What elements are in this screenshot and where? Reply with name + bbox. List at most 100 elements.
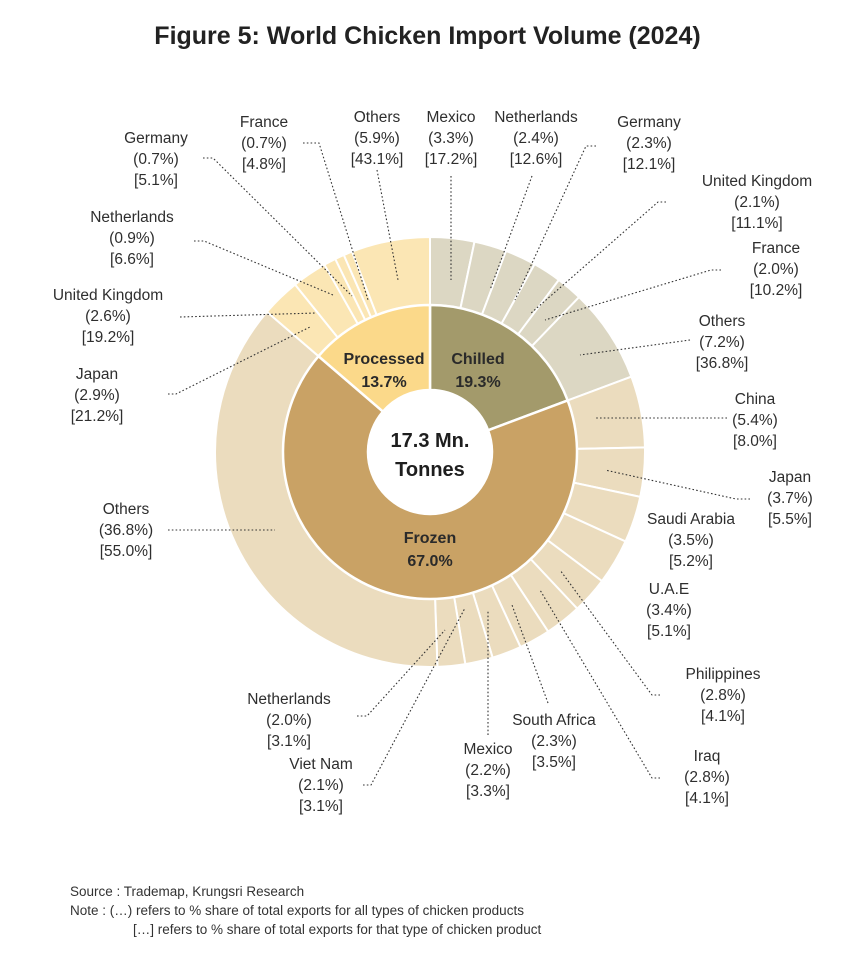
note-line-2: […] refers to % share of total exports f…: [133, 922, 542, 937]
label-frozen-mexico-total-share: (2.2%): [465, 762, 511, 779]
center-hole: [368, 390, 492, 514]
label-group-processed-united-kingdom: United Kingdom (2.6%) [19.2%]: [53, 287, 163, 346]
label-group-frozen-japan: Japan (3.7%) [5.5%]: [767, 469, 813, 528]
label-processed-others-name: Others: [354, 109, 401, 126]
label-frozen-u-a-e-name: U.A.E: [649, 581, 689, 598]
label-frozen-netherlands-type-share: [3.1%]: [267, 733, 311, 750]
sunburst-chart: 17.3 Mn. Tonnes Chilled 19.3% Frozen 67.0% P…: [53, 109, 813, 815]
label-chilled-germany-name: Germany: [617, 114, 681, 131]
label-processed-others-total-share: (5.9%): [354, 130, 400, 147]
label-processed-france-type-share: [4.8%]: [242, 156, 286, 173]
label-group-processed-others: Others (5.9%) [43.1%]: [351, 109, 404, 168]
label-chilled-others-type-share: [36.8%]: [696, 355, 749, 372]
label-group-processed-germany: Germany (0.7%) [5.1%]: [124, 130, 188, 189]
inner-value-chilled: 19.3%: [455, 374, 500, 391]
note-line-1: Note : (…) refers to % share of total ex…: [70, 903, 524, 918]
label-frozen-u-a-e-type-share: [5.1%]: [647, 623, 691, 640]
label-frozen-china-name: China: [735, 391, 776, 408]
chart-title: Figure 5: World Chicken Import Volume (2…: [154, 22, 701, 50]
leader-processed-japan: [168, 326, 311, 395]
footnotes: Source : Trademap, Krungsri Research Not…: [70, 882, 541, 939]
label-processed-japan-total-share: (2.9%): [74, 387, 120, 404]
label-group-chilled-france: France (2.0%) [10.2%]: [750, 240, 803, 299]
label-chilled-netherlands-type-share: [12.6%]: [510, 151, 563, 168]
inner-label-frozen: Frozen: [404, 530, 456, 547]
label-group-frozen-saudi-arabia: Saudi Arabia (3.5%) [5.2%]: [647, 511, 735, 570]
label-processed-japan-type-share: [21.2%]: [71, 408, 124, 425]
label-group-frozen-philippines: Philippines (2.8%) [4.1%]: [686, 666, 761, 725]
inner-label-chilled: Chilled: [451, 351, 504, 368]
label-chilled-united-kingdom-type-share: [11.1%]: [731, 215, 782, 232]
label-group-chilled-others: Others (7.2%) [36.8%]: [696, 313, 749, 372]
label-frozen-china-type-share: [8.0%]: [733, 433, 777, 450]
label-processed-germany-type-share: [5.1%]: [134, 172, 178, 189]
label-frozen-japan-type-share: [5.5%]: [768, 511, 812, 528]
label-processed-others-type-share: [43.1%]: [351, 151, 404, 168]
label-chilled-united-kingdom-name: United Kingdom: [702, 173, 812, 190]
label-frozen-iraq-name: Iraq: [694, 748, 721, 765]
label-chilled-germany-total-share: (2.3%): [626, 135, 672, 152]
leader-frozen-iraq: [539, 589, 660, 779]
label-frozen-south-africa-name: South Africa: [512, 712, 596, 729]
label-group-frozen-iraq: Iraq (2.8%) [4.1%]: [684, 748, 730, 807]
label-processed-united-kingdom-total-share: (2.6%): [85, 308, 131, 325]
label-chilled-others-total-share: (7.2%): [699, 334, 745, 351]
leader-processed-france: [303, 142, 369, 301]
label-chilled-netherlands-total-share: (2.4%): [513, 130, 559, 147]
label-chilled-france-name: France: [752, 240, 800, 257]
leader-frozen-philippines: [559, 569, 660, 696]
label-frozen-viet-nam-type-share: [3.1%]: [299, 798, 343, 815]
label-group-processed-france: France (0.7%) [4.8%]: [240, 114, 288, 173]
inner-value-processed: 13.7%: [361, 374, 406, 391]
label-processed-france-total-share: (0.7%): [241, 135, 287, 152]
label-frozen-others-total-share: (36.8%): [99, 522, 153, 539]
label-group-processed-netherlands: Netherlands (0.9%) [6.6%]: [90, 209, 174, 268]
label-group-frozen-netherlands: Netherlands (2.0%) [3.1%]: [247, 691, 331, 750]
label-chilled-mexico-type-share: [17.2%]: [425, 151, 478, 168]
label-frozen-saudi-arabia-name: Saudi Arabia: [647, 511, 735, 528]
label-chilled-united-kingdom-total-share: (2.1%): [734, 194, 780, 211]
leader-frozen-japan: [604, 469, 750, 500]
inner-value-frozen: 67.0%: [407, 553, 452, 570]
label-processed-netherlands-name: Netherlands: [90, 209, 174, 226]
label-frozen-saudi-arabia-total-share: (3.5%): [668, 532, 714, 549]
label-processed-united-kingdom-name: United Kingdom: [53, 287, 163, 304]
leader-chilled-united-kingdom: [529, 201, 666, 315]
label-processed-united-kingdom-type-share: [19.2%]: [82, 329, 135, 346]
label-processed-germany-name: Germany: [124, 130, 188, 147]
segment-labels: Mexico (3.3%) [17.2%] Netherlands (2.4%) [12.…: [53, 109, 813, 815]
label-frozen-saudi-arabia-type-share: [5.2%]: [669, 553, 713, 570]
source-note: Source : Trademap, Krungsri Research: [70, 884, 305, 899]
label-group-frozen-viet-nam: Viet Nam (2.1%) [3.1%]: [289, 756, 352, 815]
label-group-chilled-united-kingdom: United Kingdom (2.1%) [11.1%]: [702, 173, 812, 232]
label-group-chilled-mexico: Mexico (3.3%) [17.2%]: [425, 109, 478, 168]
label-frozen-others-name: Others: [103, 501, 150, 518]
label-frozen-mexico-type-share: [3.3%]: [466, 783, 510, 800]
label-chilled-france-type-share: [10.2%]: [750, 282, 803, 299]
leader-lines: [168, 142, 750, 786]
inner-ring: [281, 303, 579, 601]
leader-chilled-netherlands: [489, 175, 533, 291]
leader-frozen-viet-nam: [363, 607, 466, 786]
label-frozen-philippines-total-share: (2.8%): [700, 687, 746, 704]
label-frozen-u-a-e-total-share: (3.4%): [646, 602, 692, 619]
label-chilled-mexico-total-share: (3.3%): [428, 130, 474, 147]
leader-frozen-netherlands: [357, 629, 446, 717]
label-frozen-japan-name: Japan: [769, 469, 811, 486]
outer-ring: [214, 235, 646, 668]
leader-chilled-france: [544, 269, 721, 321]
leader-processed-netherlands: [194, 240, 334, 296]
label-frozen-viet-nam-name: Viet Nam: [289, 756, 352, 773]
label-chilled-france-total-share: (2.0%): [753, 261, 799, 278]
label-group-frozen-south-africa: South Africa (2.3%) [3.5%]: [512, 712, 596, 771]
inner-labels: Chilled 19.3% Frozen 67.0% Processed 13.7%: [344, 351, 505, 570]
label-frozen-japan-total-share: (3.7%): [767, 490, 813, 507]
label-processed-netherlands-type-share: [6.6%]: [110, 251, 154, 268]
label-frozen-mexico-name: Mexico: [463, 741, 512, 758]
label-frozen-south-africa-type-share: [3.5%]: [532, 754, 576, 771]
label-processed-japan-name: Japan: [76, 366, 118, 383]
label-group-frozen-china: China (5.4%) [8.0%]: [732, 391, 778, 450]
label-frozen-netherlands-total-share: (2.0%): [266, 712, 312, 729]
label-frozen-philippines-name: Philippines: [686, 666, 761, 683]
label-chilled-mexico-name: Mexico: [426, 109, 475, 126]
